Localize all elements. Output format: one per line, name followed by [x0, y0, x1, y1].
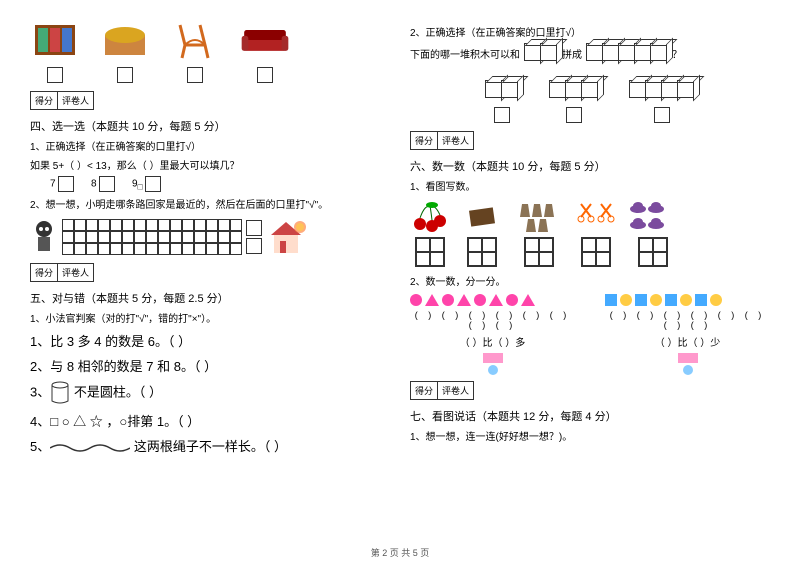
- count-cherries: [410, 199, 450, 267]
- cube-ref-1: [524, 43, 558, 64]
- r-q2-sub: 下面的哪一堆积木可以和 拼成 ？: [410, 43, 770, 64]
- maze-diagram: [30, 217, 390, 257]
- furniture-choices: [30, 20, 390, 83]
- furniture-chest: [100, 20, 150, 83]
- shape-group-1: ( ) ( ) ( ) ( ) ( ) ( ) ( ) ( ) （ ）比（ ）多: [410, 294, 575, 375]
- count-grid-4[interactable]: [581, 237, 611, 267]
- compare-1: （ ）比（ ）多: [410, 334, 575, 349]
- cube-options: [410, 80, 770, 123]
- opt-8: 8: [91, 179, 97, 190]
- count-grid-5[interactable]: [638, 237, 668, 267]
- hats-icon: [628, 199, 678, 234]
- score-box-4: 得分 评卷人: [30, 91, 94, 110]
- cone-icon: [50, 381, 70, 405]
- grader-label: 评卷人: [438, 132, 473, 149]
- chocolate-icon: [462, 199, 502, 234]
- cube-ref-2: [586, 43, 668, 64]
- furniture-check-4[interactable]: [257, 67, 273, 83]
- score-label: 得分: [31, 92, 58, 109]
- maze-check-2[interactable]: [246, 238, 262, 254]
- count-grid-3[interactable]: [524, 237, 554, 267]
- cube-check-2[interactable]: [566, 107, 582, 123]
- q4-1-options: 7 8 9□: [30, 176, 390, 192]
- score-label: 得分: [31, 264, 58, 281]
- count-grid-2[interactable]: [467, 237, 497, 267]
- shape-group-2: ( ) ( ) ( ) ( ) ( ) ( ) ( ) ( ) （ ）比（ ）少: [605, 294, 770, 375]
- opt-8-box[interactable]: [99, 176, 115, 192]
- boy-icon: [30, 219, 58, 255]
- chair-icon: [170, 20, 220, 60]
- section-6-title: 六、数一数（本题共 10 分，每题 5 分）: [410, 158, 770, 174]
- opt-7-box[interactable]: [58, 176, 74, 192]
- tf-1: 1、比 3 多 4 的数是 6。（ ）: [30, 331, 390, 350]
- count-hats: [628, 199, 678, 267]
- cube-check-1[interactable]: [494, 107, 510, 123]
- section-5-title: 五、对与错（本题共 5 分，每题 2.5 分）: [30, 290, 390, 306]
- q6-2: 2、数一数，分一分。: [410, 273, 770, 288]
- r-q2-text: 2、正确选择（在正确答案的口里打√）: [410, 24, 770, 39]
- grader-label: 评卷人: [58, 92, 93, 109]
- section-4-title: 四、选一选（本题共 10 分，每题 5 分）: [30, 118, 390, 134]
- house-icon: [266, 217, 306, 257]
- cherries-icon: [410, 199, 450, 234]
- dresses-icon: [514, 199, 564, 234]
- q4-1-text: 1、正确选择（在正确答案的口里打√）: [30, 138, 390, 153]
- sofa-icon: [240, 20, 290, 60]
- maze-check-1[interactable]: [246, 220, 262, 236]
- compare-2: （ ）比（ ）少: [605, 334, 770, 349]
- q2-pre: 下面的哪一堆积木可以和: [410, 46, 520, 61]
- tf-4: 4、□ ○ △ ☆ ，○排第 1。（ ）: [30, 411, 390, 430]
- qmark: ？: [672, 46, 682, 61]
- tf-5-text: 这两根绳子不一样长。（ ）: [134, 439, 287, 454]
- q4-2-text: 2、想一想，小明走哪条路回家是最近的，然后在后面的口里打"√"。: [30, 196, 390, 211]
- furniture-check-3[interactable]: [187, 67, 203, 83]
- tf-5: 5、 这两根绳子不一样长。（ ）: [30, 436, 390, 455]
- furniture-check-2[interactable]: [117, 67, 133, 83]
- score-box-7: 得分 评卷人: [410, 381, 474, 400]
- q5-1-text: 1、小法官判案（对的打"√"，错的打"×"）。: [30, 310, 390, 325]
- count-dresses: [514, 199, 564, 267]
- grader-label: 评卷人: [58, 264, 93, 281]
- count-chocolate: [462, 199, 502, 267]
- cube-opt-1: [485, 80, 519, 123]
- grader-label: 评卷人: [438, 382, 473, 399]
- bookshelf-icon: [30, 20, 80, 60]
- chest-icon: [100, 20, 150, 60]
- tf-3-text: 不是圆柱。（ ）: [74, 384, 162, 399]
- page-footer: 第 2 页 共 5 页: [0, 546, 800, 559]
- opt-9-box[interactable]: [145, 176, 161, 192]
- blanks-2: ( ) ( ) ( ) ( ) ( ) ( ) ( ) ( ): [605, 310, 770, 330]
- count-row: [410, 199, 770, 267]
- furniture-chair: [170, 20, 220, 83]
- furniture-check-1[interactable]: [47, 67, 63, 83]
- score-label: 得分: [411, 132, 438, 149]
- q6-1: 1、看图写数。: [410, 178, 770, 193]
- scissors-icon: [576, 199, 616, 234]
- opt-7: 7: [50, 179, 56, 190]
- true-false-list: 1、比 3 多 4 的数是 6。（ ） 2、与 8 相邻的数是 7 和 8。（ …: [30, 331, 390, 455]
- q4-1-sub: 如果 5+（ ）< 13，那么（ ）里最大可以填几？: [30, 157, 390, 172]
- cube-opt-3: [629, 80, 695, 123]
- tf-2: 2、与 8 相邻的数是 7 和 8。（ ）: [30, 356, 390, 375]
- score-box-6: 得分 评卷人: [410, 131, 474, 150]
- blanks-1: ( ) ( ) ( ) ( ) ( ) ( ) ( ) ( ): [410, 310, 575, 330]
- shapes-compare: ( ) ( ) ( ) ( ) ( ) ( ) ( ) ( ) （ ）比（ ）多…: [410, 294, 770, 375]
- furniture-sofa: [240, 20, 290, 83]
- section-7-title: 七、看图说话（本题共 12 分，每题 4 分）: [410, 408, 770, 424]
- score-box-5: 得分 评卷人: [30, 263, 94, 282]
- count-scissors: [576, 199, 616, 267]
- q2-post: 拼成: [562, 46, 582, 61]
- cube-check-3[interactable]: [654, 107, 670, 123]
- cube-opt-2: [549, 80, 599, 123]
- count-grid-1[interactable]: [415, 237, 445, 267]
- tf-3: 3、 不是圆柱。（ ）: [30, 381, 390, 405]
- score-label: 得分: [411, 382, 438, 399]
- wave-icon: [50, 442, 130, 454]
- furniture-bookshelf: [30, 20, 80, 83]
- q7-1: 1、想一想，连一连(好好想一想？)。: [410, 428, 770, 443]
